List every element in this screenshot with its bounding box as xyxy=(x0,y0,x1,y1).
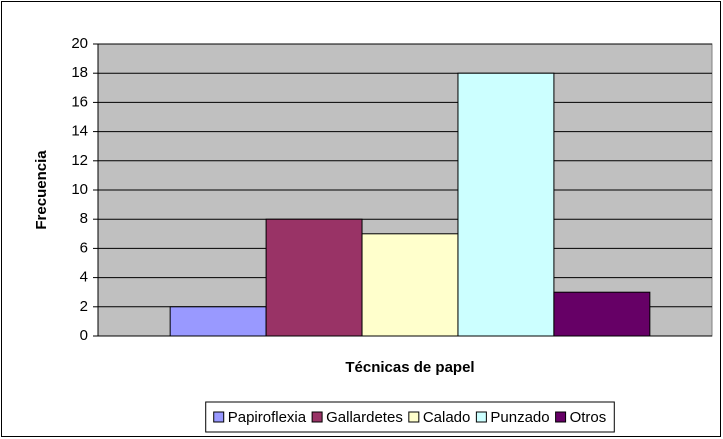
bar xyxy=(265,218,363,337)
y-tick-label: 12 xyxy=(71,152,88,169)
y-tick-label: 4 xyxy=(80,269,88,286)
bar xyxy=(169,306,267,337)
y-tick-label: 18 xyxy=(71,64,88,81)
y-tick-label: 8 xyxy=(80,210,88,227)
y-tick-label: 16 xyxy=(71,93,88,110)
bar xyxy=(361,233,459,337)
y-tick-label: 6 xyxy=(80,239,88,256)
legend-label: Punzado xyxy=(490,409,549,426)
y-tick-label: 2 xyxy=(80,298,88,315)
y-tick-label: 0 xyxy=(80,327,88,344)
y-axis-label: Frecuencia xyxy=(33,150,50,230)
x-axis-label: Técnicas de papel xyxy=(345,359,474,376)
y-tick-label: 10 xyxy=(71,181,88,198)
legend-label: Gallardetes xyxy=(326,409,403,426)
legend-swatch xyxy=(311,411,323,423)
legend-swatch xyxy=(408,411,420,423)
legend-swatch xyxy=(213,411,225,423)
legend-label: Papiroflexia xyxy=(228,409,307,426)
legend-label: Otros xyxy=(570,409,607,426)
legend-swatch xyxy=(475,411,487,423)
y-tick-label: 20 xyxy=(71,35,88,52)
legend-swatch xyxy=(555,411,567,423)
legend-label: Calado xyxy=(423,409,471,426)
y-tick-label: 14 xyxy=(71,123,88,140)
legend-box xyxy=(205,401,615,433)
bar xyxy=(457,72,555,337)
bar xyxy=(553,291,651,337)
